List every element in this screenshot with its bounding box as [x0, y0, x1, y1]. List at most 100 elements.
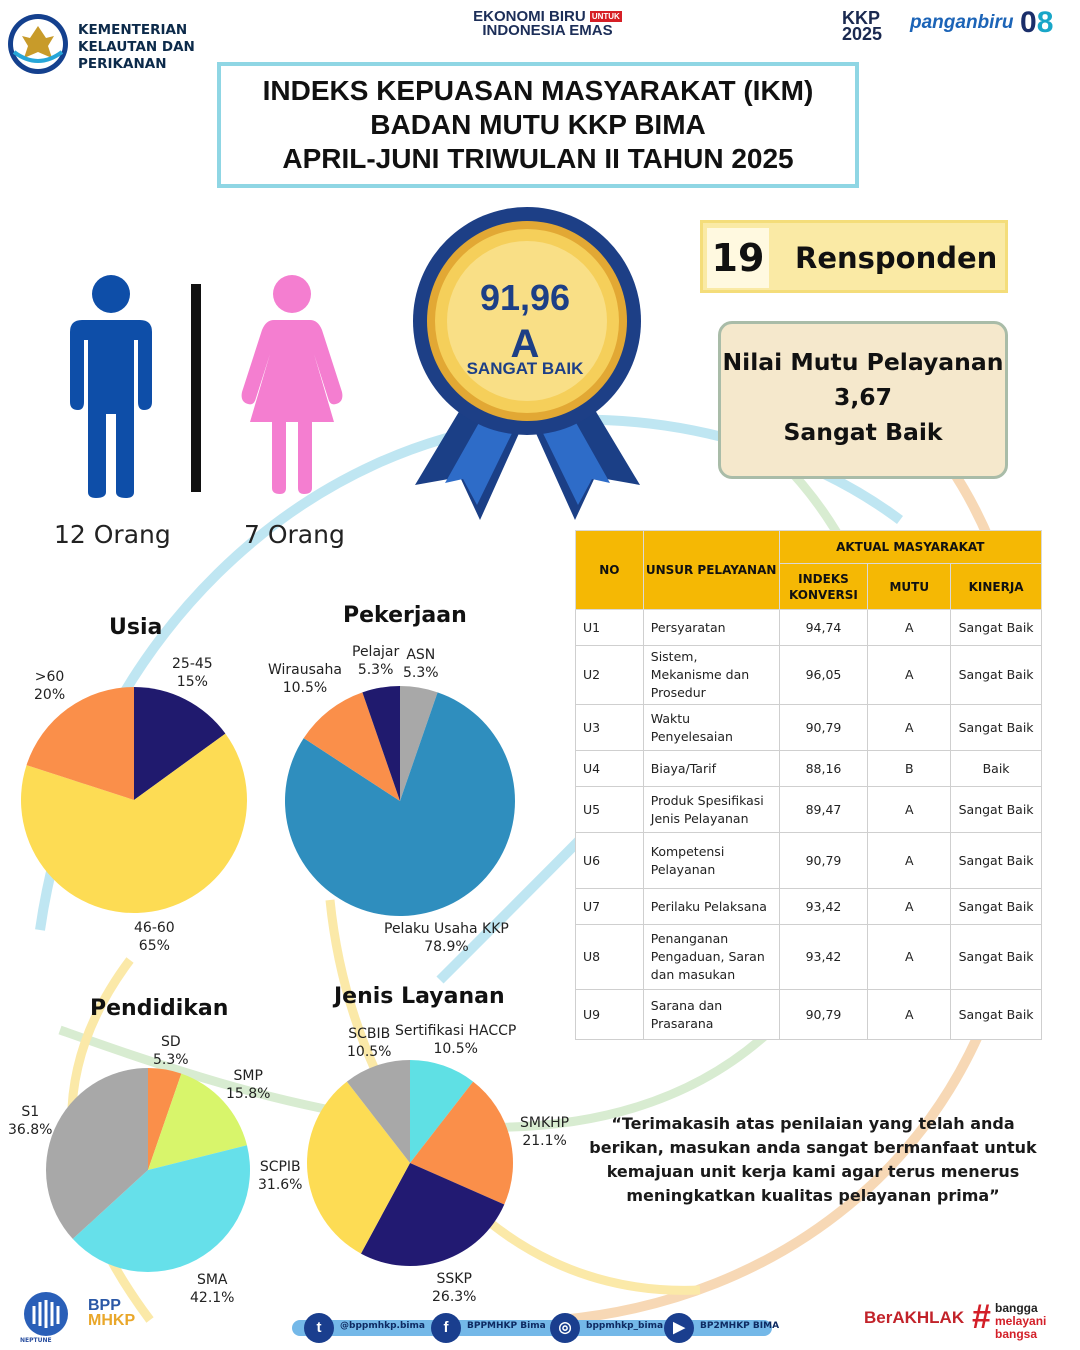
asta-eight: 8	[1036, 6, 1054, 39]
cell-mutu: A	[867, 704, 952, 751]
pie-slice	[46, 1068, 148, 1239]
slice-name: SCBIB	[348, 1026, 391, 1042]
cell-mutu: A	[867, 989, 952, 1040]
usia-title: Usia	[109, 615, 163, 640]
cell-kinerja: Sangat Baik	[950, 924, 1042, 990]
slice-name: Sertifikasi HACCP	[395, 1023, 517, 1039]
ekonomi-biru-logo: EKONOMI BIRU UNTUK INDONESIA EMAS	[455, 8, 640, 40]
instagram-icon: ◎	[550, 1313, 580, 1343]
ekonomi-line2: INDONESIA EMAS	[482, 22, 613, 40]
cell-indeks: 96,05	[778, 645, 869, 705]
hash-icon: #	[972, 1298, 991, 1336]
cell-indeks: 90,79	[778, 704, 869, 751]
neptune-text: NEPTUNE	[20, 1337, 52, 1344]
slice-percent: 10.5%	[433, 1041, 478, 1057]
twitter-link[interactable]: t @bppmhkp.bima	[304, 1313, 425, 1343]
slice-name: SD	[160, 1034, 181, 1050]
cell-indeks: 90,79	[778, 832, 869, 889]
pie-label: ASN 5.3%	[403, 646, 439, 682]
pie-slice	[400, 686, 438, 801]
pie-label: >60 20%	[34, 668, 65, 704]
panganbiru-logo: panganbiru	[910, 12, 1014, 33]
table-row: U2 Sistem, Mekanisme dan Prosedur 96,05 …	[575, 645, 1042, 705]
ministry-line: KELAUTAN DAN	[78, 39, 195, 55]
table-row: U5 Produk Spesifikasi Jenis Pelayanan 89…	[575, 786, 1042, 833]
cell-no: U5	[575, 786, 644, 833]
ministry-line: KEMENTERIAN	[78, 22, 188, 38]
ekonomi-line1: EKONOMI BIRU	[473, 8, 586, 25]
asta-zero: 0	[1020, 6, 1037, 39]
pie-label: Wirausaha 10.5%	[268, 661, 342, 697]
instagram-handle: bppmhkp_bima	[586, 1321, 664, 1331]
bangga-line: melayani	[995, 1314, 1047, 1328]
pie-label: SCBIB 10.5%	[347, 1025, 391, 1061]
title-line3: APRIL-JUNI TRIWULAN II TAHUN 2025	[282, 143, 794, 174]
slice-name: SSKP	[436, 1271, 472, 1287]
male-count: 12 Orang	[54, 520, 171, 549]
slice-percent: 26.3%	[432, 1289, 477, 1305]
cell-mutu: A	[867, 786, 952, 833]
slice-percent: 15%	[176, 674, 208, 690]
title-line2: BADAN MUTU KKP BIMA	[370, 109, 706, 140]
slice-percent: 20%	[34, 687, 66, 703]
ikm-table: NO UNSUR PELAYANAN AKTUAL MASYARAKAT IND…	[575, 530, 1043, 1040]
cell-indeks: 90,79	[778, 989, 869, 1040]
title-box: INDEKS KEPUASAN MASYARAKAT (IKM) BADAN M…	[217, 62, 859, 188]
header-no: NO	[575, 530, 644, 610]
slice-percent: 78.9%	[424, 939, 469, 955]
table-row: U7 Perilaku Pelaksana 93,42 A Sangat Bai…	[575, 888, 1042, 925]
slice-name: 25-45	[172, 656, 213, 672]
cell-kinerja: Sangat Baik	[950, 888, 1042, 925]
slice-name: Pelaku Usaha KKP	[384, 921, 509, 937]
slice-percent: 5.3%	[153, 1052, 189, 1068]
cell-kinerja: Sangat Baik	[950, 645, 1042, 705]
ekonomi-tag: UNTUK	[589, 11, 622, 23]
pie-slice	[360, 1163, 505, 1266]
bpp-line2: MHKP	[88, 1312, 136, 1329]
pie-slice	[20, 733, 247, 913]
kkp-2025-logo: KKP 2025	[842, 9, 882, 43]
medal-label: SANGAT BAIK	[466, 359, 584, 378]
instagram-link[interactable]: ◎ bppmhkp_bima	[550, 1313, 670, 1343]
cell-unsur: Produk Spesifikasi Jenis Pelayanan	[642, 786, 780, 833]
neptune-logo-icon	[24, 1292, 68, 1336]
cell-kinerja: Sangat Baik	[950, 704, 1042, 751]
jenis-layanan-title: Jenis Layanan	[334, 984, 505, 1009]
slice-name: 46-60	[134, 920, 175, 936]
youtube-handle: BP2MHKP BIMA	[700, 1321, 780, 1331]
pie-slice	[134, 687, 226, 800]
asta-cita-logo: 08	[1020, 8, 1053, 38]
medal-icon	[413, 207, 641, 520]
female-icon	[241, 275, 343, 494]
twitter-handle: @bppmhkp.bima	[340, 1321, 425, 1331]
table-row: U4 Biaya/Tarif 88,16 B Baik	[575, 750, 1042, 787]
thank-you-quote: “Terimakasih atas penilaian yang telah a…	[589, 1114, 1037, 1205]
cell-mutu: A	[867, 924, 952, 990]
cell-no: U6	[575, 832, 644, 889]
table-row: U6 Kompetensi Pelayanan 90,79 A Sangat B…	[575, 832, 1042, 889]
youtube-link[interactable]: ▶ BP2MHKP BIMA	[664, 1313, 784, 1343]
gender-divider	[191, 284, 201, 492]
pie-slice	[26, 687, 135, 800]
respondent-label: Rensponden	[795, 241, 998, 275]
slice-percent: 42.1%	[190, 1290, 235, 1306]
cell-indeks: 94,74	[778, 609, 869, 646]
cell-indeks: 89,47	[778, 786, 869, 833]
cell-unsur: Sistem, Mekanisme dan Prosedur	[642, 645, 780, 705]
pie-label: 46-60 65%	[134, 919, 175, 955]
kkp-logo-icon	[8, 14, 68, 74]
facebook-icon: f	[431, 1313, 461, 1343]
cell-kinerja: Sangat Baik	[950, 989, 1042, 1040]
slice-percent: 31.6%	[258, 1177, 303, 1193]
cell-unsur: Perilaku Pelaksana	[642, 888, 780, 925]
cell-no: U4	[575, 750, 644, 787]
service-quality-label: Nilai Mutu Pelayanan	[722, 348, 1004, 376]
pekerjaan-title: Pekerjaan	[343, 603, 467, 628]
slice-percent: 10.5%	[347, 1044, 392, 1060]
bangga-line: bangga	[995, 1301, 1038, 1315]
cell-unsur: Biaya/Tarif	[642, 750, 780, 787]
pie-slice	[346, 1060, 410, 1163]
facebook-link[interactable]: f BPPMHKP Bima	[431, 1313, 551, 1343]
